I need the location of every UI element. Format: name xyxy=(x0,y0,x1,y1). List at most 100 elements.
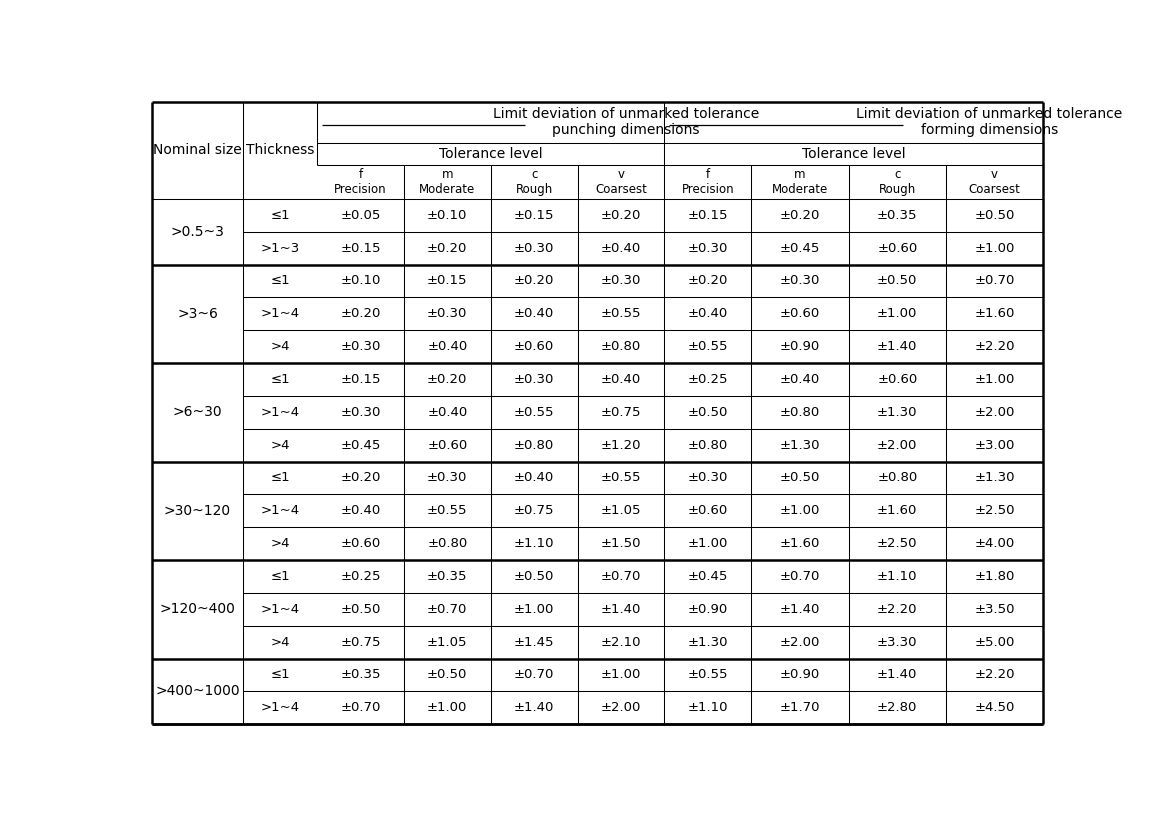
Text: ±0.55: ±0.55 xyxy=(600,471,641,484)
Text: ±0.15: ±0.15 xyxy=(427,275,468,287)
Text: ±0.35: ±0.35 xyxy=(427,570,468,583)
Text: ±1.40: ±1.40 xyxy=(877,668,918,681)
Text: ±0.35: ±0.35 xyxy=(340,668,380,681)
Text: >6~30: >6~30 xyxy=(173,405,223,420)
Text: ±0.40: ±0.40 xyxy=(600,373,641,386)
Text: ±1.00: ±1.00 xyxy=(877,308,918,321)
Text: ±0.20: ±0.20 xyxy=(340,471,380,484)
Text: ±0.15: ±0.15 xyxy=(514,209,554,222)
Text: ±0.40: ±0.40 xyxy=(688,308,728,321)
Text: ±0.30: ±0.30 xyxy=(340,340,380,353)
Text: ±4.50: ±4.50 xyxy=(975,701,1014,714)
Text: ±0.90: ±0.90 xyxy=(688,603,728,616)
Text: ±1.20: ±1.20 xyxy=(600,438,641,452)
Text: ±1.60: ±1.60 xyxy=(975,308,1014,321)
Text: ±0.70: ±0.70 xyxy=(514,668,554,681)
Text: ±0.80: ±0.80 xyxy=(688,438,728,452)
Text: m
Moderate: m Moderate xyxy=(419,168,476,196)
Text: ±0.50: ±0.50 xyxy=(427,668,468,681)
Text: ±0.80: ±0.80 xyxy=(514,438,554,452)
Text: ±0.30: ±0.30 xyxy=(340,406,380,419)
Text: ±0.75: ±0.75 xyxy=(600,406,641,419)
Text: ±0.40: ±0.40 xyxy=(427,406,468,419)
Text: f
Precision: f Precision xyxy=(335,168,387,196)
Text: ±0.60: ±0.60 xyxy=(688,504,728,517)
Text: ±1.00: ±1.00 xyxy=(688,537,728,551)
Text: ±0.40: ±0.40 xyxy=(340,504,380,517)
Text: >400~1000: >400~1000 xyxy=(155,685,240,699)
Text: ±2.80: ±2.80 xyxy=(877,701,918,714)
Text: ±0.20: ±0.20 xyxy=(780,209,820,222)
Text: ±0.60: ±0.60 xyxy=(877,373,918,386)
Text: ≤1: ≤1 xyxy=(271,275,290,287)
Text: >0.5~3: >0.5~3 xyxy=(170,225,225,239)
Text: >1~3: >1~3 xyxy=(260,241,300,254)
Text: ±1.05: ±1.05 xyxy=(427,636,468,649)
Text: ±2.00: ±2.00 xyxy=(877,438,918,452)
Text: ≤1: ≤1 xyxy=(271,373,290,386)
Text: ±0.80: ±0.80 xyxy=(427,537,468,551)
Text: >1~4: >1~4 xyxy=(260,504,300,517)
Text: ±0.40: ±0.40 xyxy=(514,471,554,484)
Text: ±0.80: ±0.80 xyxy=(600,340,641,353)
Text: >1~4: >1~4 xyxy=(260,603,300,616)
Text: >1~4: >1~4 xyxy=(260,308,300,321)
Text: ±1.40: ±1.40 xyxy=(514,701,554,714)
Text: ±0.15: ±0.15 xyxy=(340,241,380,254)
Text: ±2.10: ±2.10 xyxy=(600,636,641,649)
Text: c
Rough: c Rough xyxy=(879,168,915,196)
Text: ±1.40: ±1.40 xyxy=(780,603,820,616)
Text: ≤1: ≤1 xyxy=(271,471,290,484)
Text: >4: >4 xyxy=(271,537,290,551)
Text: ±0.80: ±0.80 xyxy=(877,471,918,484)
Text: ±0.20: ±0.20 xyxy=(688,275,728,287)
Text: >30~120: >30~120 xyxy=(164,504,231,518)
Text: ±1.10: ±1.10 xyxy=(688,701,728,714)
Text: ±2.20: ±2.20 xyxy=(975,668,1014,681)
Text: ±0.55: ±0.55 xyxy=(600,308,641,321)
Text: ±0.05: ±0.05 xyxy=(340,209,380,222)
Text: ±0.30: ±0.30 xyxy=(514,241,554,254)
Text: ±1.60: ±1.60 xyxy=(877,504,918,517)
Text: ±0.50: ±0.50 xyxy=(975,209,1014,222)
Text: Nominal size: Nominal size xyxy=(153,143,241,158)
Text: ±5.00: ±5.00 xyxy=(975,636,1014,649)
Text: ±0.30: ±0.30 xyxy=(427,308,468,321)
Text: ±0.20: ±0.20 xyxy=(514,275,554,287)
Text: ±0.10: ±0.10 xyxy=(427,209,468,222)
Text: Tolerance level: Tolerance level xyxy=(438,146,542,160)
Text: ±0.30: ±0.30 xyxy=(780,275,820,287)
Text: ≤1: ≤1 xyxy=(271,209,290,222)
Text: ≤1: ≤1 xyxy=(271,668,290,681)
Text: ±1.50: ±1.50 xyxy=(600,537,641,551)
Text: >1~4: >1~4 xyxy=(260,701,300,714)
Text: ±0.60: ±0.60 xyxy=(514,340,554,353)
Text: >3~6: >3~6 xyxy=(177,307,218,321)
Text: Thickness: Thickness xyxy=(246,143,315,158)
Text: >120~400: >120~400 xyxy=(160,602,236,616)
Text: ±0.30: ±0.30 xyxy=(688,241,728,254)
Text: ±2.00: ±2.00 xyxy=(780,636,820,649)
Text: ±0.30: ±0.30 xyxy=(427,471,468,484)
Text: >4: >4 xyxy=(271,340,290,353)
Text: ±0.90: ±0.90 xyxy=(780,340,820,353)
Text: ±0.40: ±0.40 xyxy=(600,241,641,254)
Text: ±0.45: ±0.45 xyxy=(340,438,380,452)
Text: ±0.10: ±0.10 xyxy=(340,275,380,287)
Text: ±1.70: ±1.70 xyxy=(780,701,820,714)
Text: ±0.60: ±0.60 xyxy=(877,241,918,254)
Text: ±2.20: ±2.20 xyxy=(975,340,1014,353)
Text: ±1.00: ±1.00 xyxy=(780,504,820,517)
Text: >1~4: >1~4 xyxy=(260,406,300,419)
Text: ±0.60: ±0.60 xyxy=(340,537,380,551)
Text: >4: >4 xyxy=(271,636,290,649)
Text: ±2.20: ±2.20 xyxy=(877,603,918,616)
Text: ±0.75: ±0.75 xyxy=(514,504,554,517)
Text: ±0.55: ±0.55 xyxy=(514,406,554,419)
Text: ±1.10: ±1.10 xyxy=(877,570,918,583)
Text: ±0.25: ±0.25 xyxy=(688,373,728,386)
Text: ±0.70: ±0.70 xyxy=(427,603,468,616)
Text: c
Rough: c Rough xyxy=(515,168,553,196)
Text: ±0.60: ±0.60 xyxy=(427,438,468,452)
Text: ±0.20: ±0.20 xyxy=(340,308,380,321)
